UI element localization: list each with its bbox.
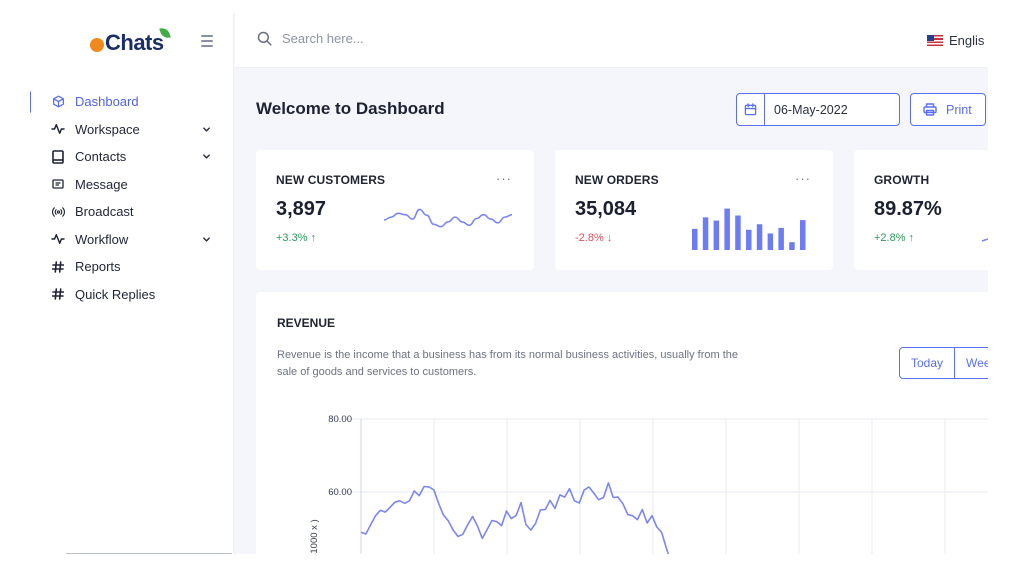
- card-change: +2.8% ↑: [874, 232, 915, 244]
- printer-icon: [923, 103, 937, 116]
- y-tick-label: 60.00: [328, 487, 352, 498]
- activity-icon: [50, 121, 66, 137]
- orders-bar: [735, 215, 741, 250]
- orders-bar: [789, 242, 795, 250]
- hash-icon: [50, 259, 66, 275]
- sidebar-item-label: Broadcast: [75, 204, 134, 220]
- print-label: Print: [946, 102, 972, 117]
- card-change: -2.8% ↓: [575, 232, 613, 244]
- more-options-icon[interactable]: ···: [496, 171, 512, 186]
- chevron-down-icon[interactable]: [202, 152, 211, 161]
- stat-card-new-orders: NEW ORDERS ··· 35,084 -2.8% ↓: [555, 150, 833, 270]
- card-title: NEW ORDERS: [575, 173, 659, 187]
- language-selector[interactable]: Englis: [927, 33, 984, 48]
- topbar: Englis: [235, 14, 988, 68]
- orders-bar: [702, 217, 709, 250]
- card-title: GROWTH: [874, 173, 930, 187]
- search-input[interactable]: [282, 31, 482, 46]
- sidebar-nav: Dashboard Workspace Contacts: [30, 88, 234, 308]
- brand-name: Chats: [105, 30, 164, 55]
- range-button-group: Today Wee: [899, 347, 988, 379]
- calendar-icon[interactable]: [737, 94, 765, 125]
- y-tick-label: 80.00: [328, 414, 352, 425]
- card-change: +3.3% ↑: [276, 232, 317, 244]
- cube-icon: [50, 94, 66, 110]
- orange-logo-icon: [90, 38, 104, 52]
- date-value: 06-May-2022: [774, 102, 848, 117]
- card-value: 3,897: [276, 198, 327, 220]
- sidebar-item-label: Dashboard: [75, 94, 139, 110]
- orders-bar: [767, 233, 774, 250]
- revenue-description: Revenue is the income that a business ha…: [277, 349, 738, 378]
- orders-bar: [756, 224, 763, 250]
- chevron-down-icon[interactable]: [202, 125, 211, 134]
- search-icon[interactable]: [257, 31, 272, 46]
- new-customers-sparkline: [383, 208, 513, 228]
- sidebar-item-label: Workflow: [75, 231, 129, 247]
- date-picker[interactable]: 06-May-2022: [736, 93, 900, 126]
- orders-bar: [713, 220, 720, 250]
- orders-bar: [800, 220, 806, 250]
- hamburger-menu-icon[interactable]: [201, 34, 213, 48]
- message-icon: [50, 176, 66, 192]
- divider: [66, 553, 232, 554]
- sidebar-item-label: Workspace: [75, 121, 140, 137]
- sidebar-item-broadcast[interactable]: Broadcast: [30, 198, 234, 226]
- sidebar-item-label: Quick Replies: [75, 286, 156, 302]
- chevron-down-icon[interactable]: [202, 235, 211, 244]
- sidebar-item-dashboard[interactable]: Dashboard: [30, 88, 234, 116]
- sidebar-item-message[interactable]: Message: [30, 171, 234, 199]
- sidebar-item-label: Reports: [75, 259, 121, 275]
- range-week-button[interactable]: Wee: [954, 348, 988, 378]
- card-value: 35,084: [575, 198, 637, 220]
- sidebar-item-reports[interactable]: Reports: [30, 253, 234, 281]
- revenue-title: REVENUE: [277, 316, 336, 330]
- sidebar-item-workspace[interactable]: Workspace: [30, 116, 234, 144]
- sidebar-item-label: Message: [75, 176, 128, 192]
- range-today-button[interactable]: Today: [911, 356, 944, 370]
- search-bar: [257, 31, 482, 46]
- orders-bar: [746, 229, 752, 250]
- revenue-panel: REVENUE Revenue is the income that a bus…: [256, 292, 988, 554]
- hash-icon: [50, 286, 66, 302]
- sparkline-series: [383, 208, 513, 228]
- sidebar-item-contacts[interactable]: Contacts: [30, 143, 234, 171]
- orders-bar: [692, 228, 698, 250]
- orders-bar: [778, 227, 784, 250]
- sidebar-item-workflow[interactable]: Workflow: [30, 226, 234, 254]
- new-orders-sparkline: [692, 208, 806, 250]
- more-options-icon[interactable]: ···: [795, 171, 811, 186]
- page-title: Welcome to Dashboard: [256, 99, 445, 118]
- app-frame: Chats Dashboard Workspace: [30, 14, 988, 554]
- growth-sparkline-fragment: [981, 238, 988, 242]
- sidebar-item-quick-replies[interactable]: Quick Replies: [30, 281, 234, 309]
- stat-card-growth: GROWTH 89.87% +2.8% ↑: [854, 150, 988, 270]
- language-label: Englis: [949, 33, 985, 48]
- broadcast-icon: [50, 204, 66, 220]
- card-title: NEW CUSTOMERS: [276, 173, 386, 187]
- sidebar-item-label: Contacts: [75, 149, 127, 165]
- us-flag-icon: [927, 35, 943, 46]
- tablet-icon: [50, 149, 66, 165]
- card-value: 89.87%: [874, 198, 942, 220]
- revenue-series-line: [360, 482, 670, 554]
- activity-icon: [50, 231, 66, 247]
- orders-bar: [724, 208, 730, 250]
- brand-logo[interactable]: Chats: [90, 25, 172, 58]
- print-button[interactable]: Print: [910, 93, 986, 126]
- y-axis-label: ( $1000 x ): [309, 519, 320, 554]
- stat-card-new-customers: NEW CUSTOMERS ··· 3,897 +3.3% ↑: [256, 150, 534, 270]
- sidebar: Chats Dashboard Workspace: [30, 14, 234, 554]
